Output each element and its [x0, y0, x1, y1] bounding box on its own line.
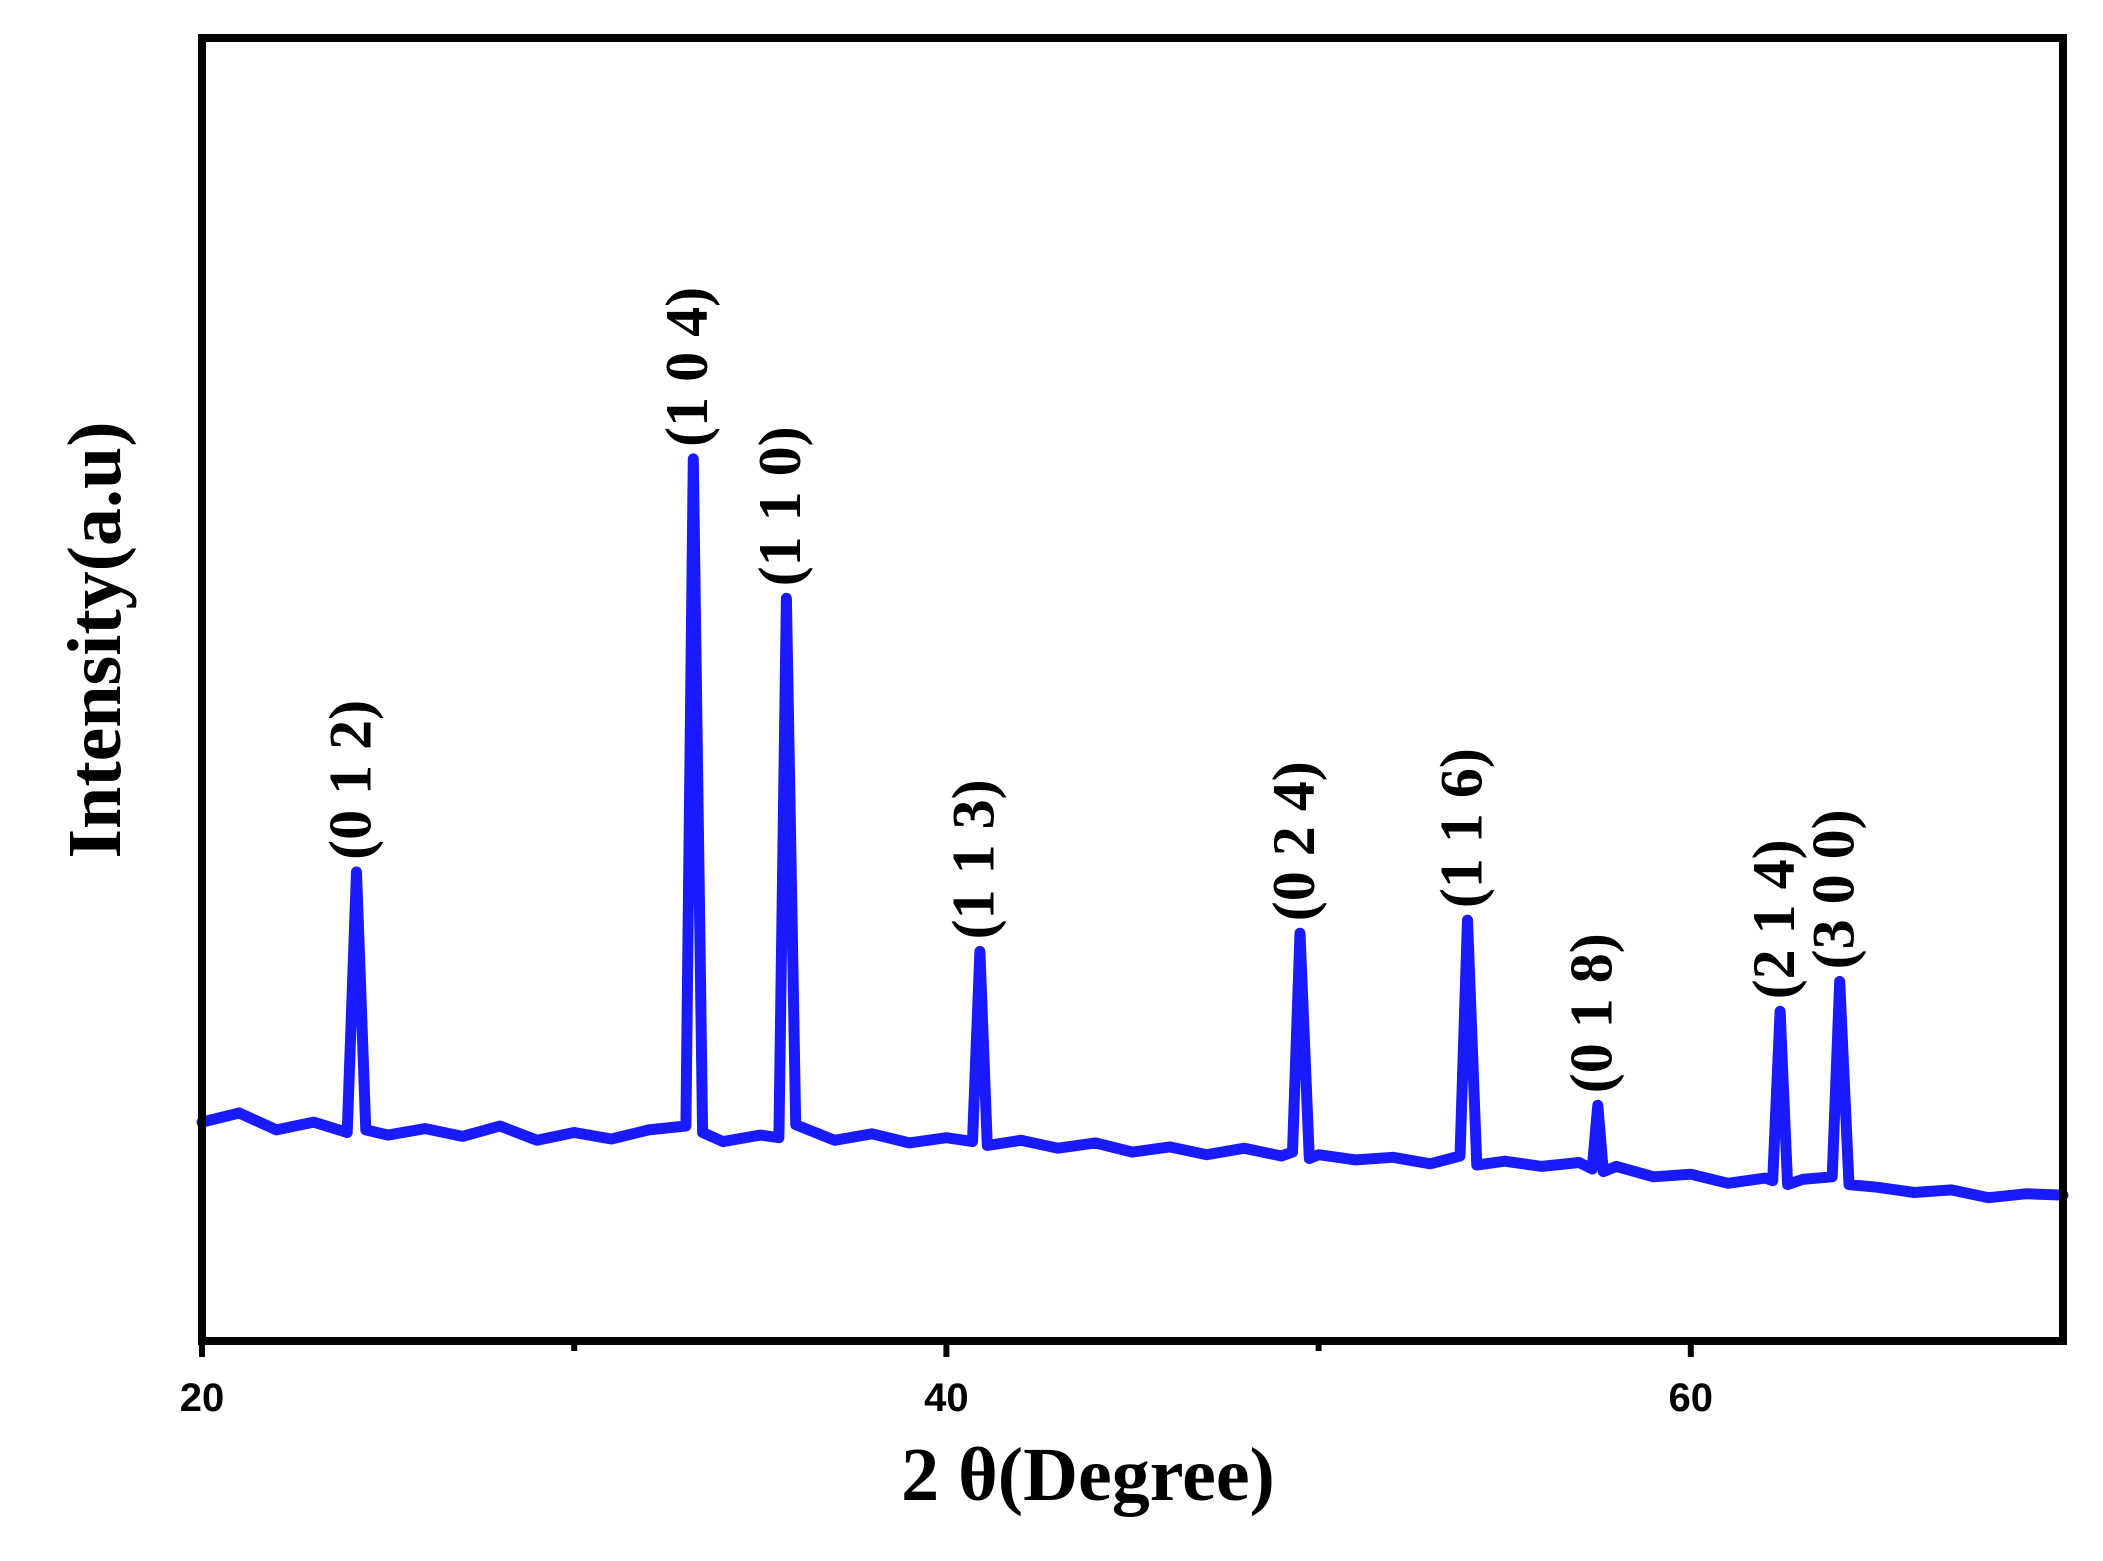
peak-label: (1 0 4) — [654, 287, 720, 447]
x-tick-label: 20 — [180, 1376, 225, 1420]
peak-label: (1 1 6) — [1428, 748, 1494, 908]
peak-label: (1 1 0) — [747, 426, 813, 586]
peak-label: (0 1 8) — [1559, 933, 1625, 1093]
x-axis-title: 2 θ(Degree) — [901, 1433, 1275, 1517]
data-line — [196, 453, 2069, 1204]
x-tick-label: 40 — [924, 1376, 969, 1420]
peak-label: (3 0 0) — [1800, 809, 1866, 969]
peak-label: (0 2 4) — [1261, 761, 1327, 921]
peak-label: (2 1 4) — [1741, 839, 1807, 999]
x-tick-label: 60 — [1669, 1376, 1714, 1420]
peak-label: (1 1 3) — [941, 779, 1007, 939]
peak-label: (0 1 2) — [317, 700, 383, 860]
plot-frame — [198, 34, 2067, 1345]
y-axis-title: Intensity(a.u) — [53, 421, 137, 858]
